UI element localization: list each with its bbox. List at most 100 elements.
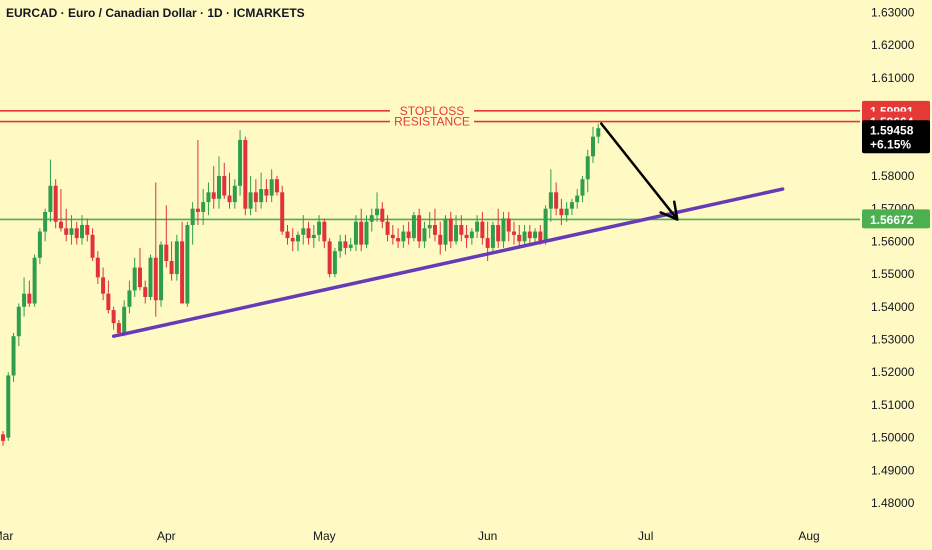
- candle-body: [259, 189, 264, 203]
- candle-body: [427, 225, 432, 229]
- candle-body: [401, 231, 406, 242]
- candle-body: [190, 208, 195, 226]
- candle-body: [32, 257, 37, 304]
- candle-body: [385, 221, 390, 235]
- x-tick-label: Aug: [798, 529, 819, 543]
- candle-body: [122, 306, 127, 333]
- candle-body: [216, 175, 221, 199]
- candle-body: [232, 185, 237, 203]
- candle-body: [343, 241, 348, 248]
- trend-line[interactable]: [111, 187, 785, 338]
- candle-body: [596, 128, 601, 137]
- candle-body: [348, 244, 353, 248]
- candle-body: [396, 238, 401, 242]
- forecast-arrow-line[interactable]: [600, 122, 679, 221]
- y-tick-label: 1.63000: [871, 5, 915, 19]
- candle-body: [95, 257, 100, 278]
- price-level-tag-label: 1.56672: [870, 213, 914, 227]
- candle-body: [243, 139, 248, 209]
- candle-body: [527, 231, 532, 239]
- y-tick-label: 1.58000: [871, 169, 915, 183]
- candle-body: [116, 323, 121, 333]
- candle-body: [459, 225, 464, 235]
- candle-body: [338, 241, 343, 252]
- y-tick-label: 1.54000: [871, 300, 915, 314]
- candle-body: [406, 231, 411, 239]
- candle-body: [422, 228, 427, 242]
- candle-body: [143, 287, 148, 297]
- candle-body: [132, 267, 137, 291]
- candle-body: [195, 208, 200, 212]
- candle-body: [522, 231, 527, 242]
- candle-body: [296, 234, 301, 242]
- candle-body: [269, 179, 274, 196]
- candle-body: [369, 215, 374, 222]
- current-price-tag: [862, 120, 930, 154]
- candle-body: [538, 231, 543, 242]
- candle-body: [180, 241, 185, 304]
- candle-body: [306, 228, 311, 239]
- candle-body: [159, 244, 164, 301]
- candle-body: [280, 192, 285, 232]
- candle-body: [74, 228, 79, 239]
- candle-body: [53, 185, 58, 222]
- price-change-label: +6.15%: [870, 137, 911, 151]
- level-label: STOPLOSS: [400, 104, 464, 118]
- candle-body: [11, 336, 16, 376]
- y-tick-label: 1.55000: [871, 267, 915, 281]
- candle-body: [585, 156, 590, 180]
- candle-body: [448, 218, 453, 242]
- candle-body: [390, 234, 395, 239]
- level-label-bg: [390, 104, 474, 117]
- candle-body: [575, 195, 580, 203]
- forecast-arrow-head: [659, 200, 679, 221]
- candle-body: [274, 179, 279, 193]
- candle-body: [69, 228, 74, 235]
- candle-body: [227, 195, 232, 203]
- chart-title: EURCAD · Euro / Canadian Dollar · 1D · I…: [6, 6, 305, 20]
- candle-body: [27, 293, 32, 304]
- candle-body: [148, 257, 153, 297]
- candle-body: [222, 175, 227, 196]
- y-tick-label: 1.50000: [871, 431, 915, 445]
- candle-body: [417, 215, 422, 242]
- candle-body: [359, 221, 364, 245]
- price-level-tag: [862, 209, 930, 229]
- candle-body: [322, 221, 327, 242]
- candle-body: [169, 260, 174, 275]
- y-tick-label: 1.61000: [871, 71, 915, 85]
- candle-body: [564, 208, 569, 216]
- candle-body: [1, 434, 5, 441]
- x-tick-label: Jul: [638, 529, 653, 543]
- candle-body: [554, 192, 559, 209]
- candle-body: [85, 225, 90, 235]
- candle-body: [569, 202, 574, 209]
- candle-body: [443, 218, 448, 245]
- candle-body: [332, 251, 337, 275]
- candle-body: [6, 375, 11, 438]
- candle-body: [533, 231, 538, 239]
- candle-body: [375, 208, 380, 216]
- candle-body: [111, 310, 116, 324]
- candle-body: [311, 234, 316, 239]
- x-tick-label: Apr: [157, 529, 176, 543]
- candle-body: [211, 192, 216, 199]
- candle-body: [185, 225, 190, 304]
- candle-body: [301, 228, 306, 235]
- y-tick-label: 1.56000: [871, 234, 915, 248]
- candle-body: [153, 257, 158, 301]
- candle-body: [506, 218, 511, 232]
- candle-body: [353, 221, 358, 245]
- x-tick-label: May: [313, 529, 336, 543]
- candle-body: [327, 241, 332, 275]
- candle-body: [591, 136, 596, 157]
- candle-body: [496, 225, 501, 242]
- candle-body: [511, 231, 516, 235]
- candle-body: [580, 179, 585, 196]
- candle-body: [16, 306, 21, 337]
- candle-body: [106, 293, 111, 311]
- current-price-label: 1.59458: [870, 123, 914, 137]
- level-label: RESISTANCE: [394, 115, 470, 129]
